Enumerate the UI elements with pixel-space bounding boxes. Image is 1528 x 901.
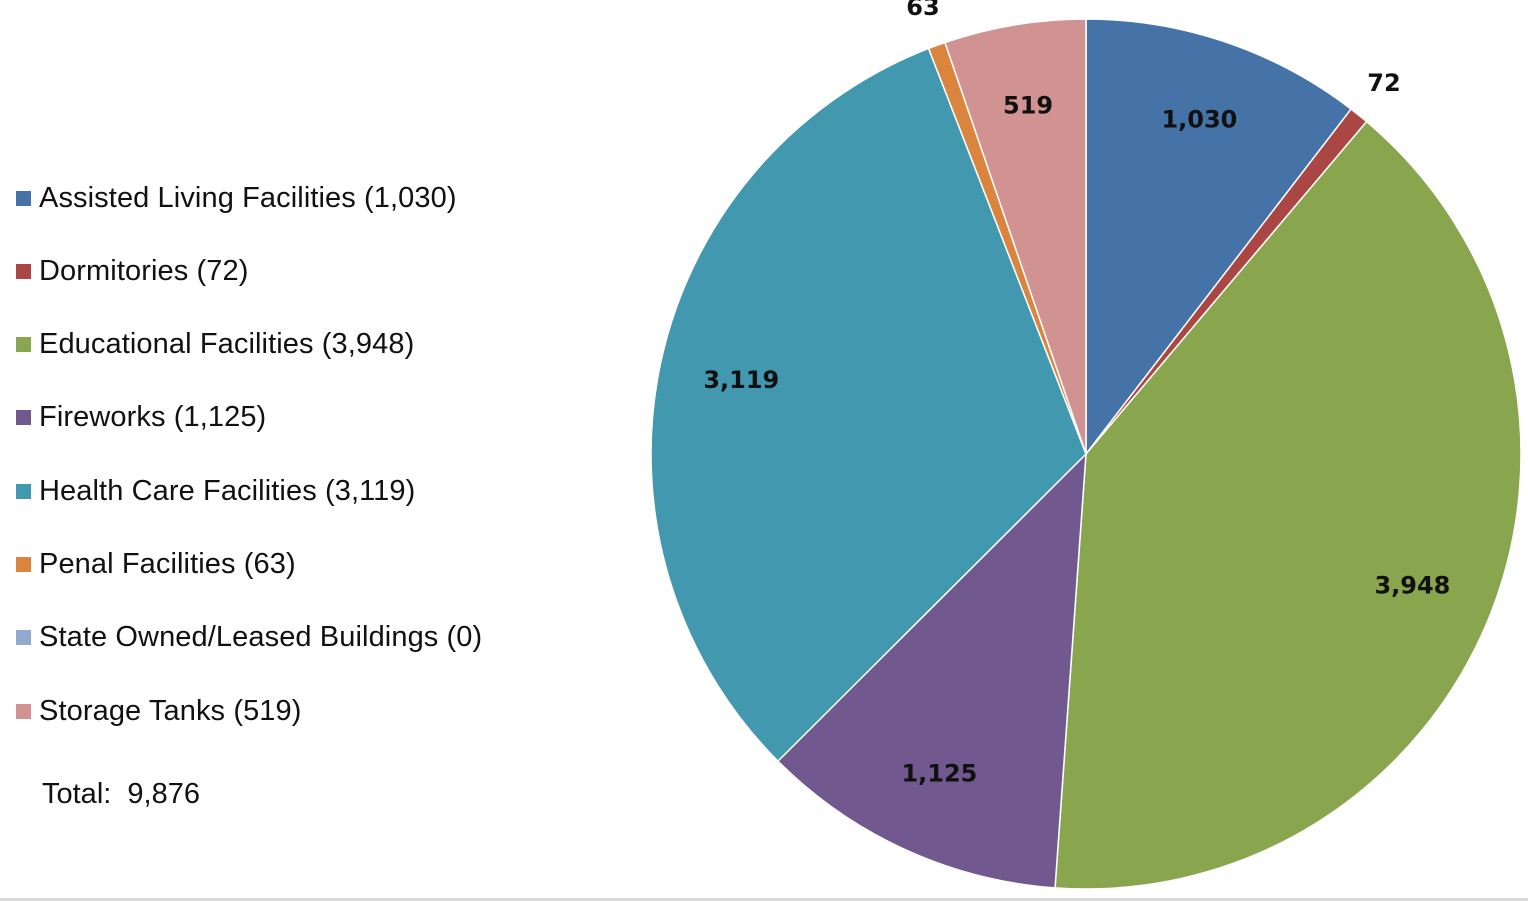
legend-swatch — [16, 190, 31, 206]
legend-swatch — [16, 337, 31, 353]
legend-swatch — [16, 483, 31, 499]
legend-label: Fireworks (1,125) — [39, 401, 267, 434]
legend-item: Educational Facilities (3,948) — [16, 325, 414, 365]
pie-slice-assisted-living-facilities — [1085, 18, 1352, 455]
pie-data-labels: 1,030 72 3,948 1,125 3,119 63 519 — [703, 0, 1450, 787]
bottom-divider — [0, 898, 1528, 901]
legend-label: Health Care Facilities (3,119) — [39, 474, 416, 507]
pie-slice-fireworks — [777, 453, 1087, 889]
legend-label: Dormitories (72) — [39, 254, 249, 287]
legend-swatch — [16, 703, 31, 719]
legend-swatch — [16, 557, 31, 572]
legend-item: Fireworks (1,125) — [16, 398, 266, 438]
legend-label: Educational Facilities (3,948) — [39, 328, 415, 361]
data-label-dormitories: 72 — [1367, 69, 1400, 97]
legend-swatch — [16, 630, 31, 646]
legend-swatch — [16, 410, 31, 426]
legend-label: Assisted Living Facilities (1,030) — [39, 181, 457, 214]
legend-item: Dormitories (72) — [16, 251, 248, 291]
data-label-fireworks: 1,125 — [901, 759, 977, 787]
legend-item: State Owned/Leased Buildings (0) — [16, 618, 482, 658]
pie-slices — [650, 18, 1522, 890]
data-label-educational-facilities: 3,948 — [1374, 572, 1450, 600]
pie-slice-storage-tanks — [944, 18, 1087, 455]
legend-label: Penal Facilities (63) — [39, 548, 296, 580]
data-label-storage-tanks: 519 — [1003, 91, 1053, 119]
legend-item: Assisted Living Facilities (1,030) — [16, 178, 457, 218]
pie-slice-health-care-facilities — [650, 47, 1087, 762]
legend-label: Storage Tanks (519) — [39, 694, 302, 727]
data-label-penal-facilities: 63 — [906, 0, 939, 21]
legend-item: Penal Facilities (63) — [16, 545, 296, 585]
legend-swatch — [16, 263, 31, 279]
pie-slice-educational-facilities — [1054, 120, 1522, 890]
total-label: Total: 9,876 — [42, 778, 200, 810]
legend-item: Health Care Facilities (3,119) — [16, 471, 415, 511]
legend-item: Storage Tanks (519) — [16, 691, 302, 731]
legend-label: State Owned/Leased Buildings (0) — [39, 621, 483, 654]
data-label-assisted-living-facilities: 1,030 — [1161, 105, 1237, 133]
data-label-health-care-facilities: 3,119 — [703, 366, 779, 394]
